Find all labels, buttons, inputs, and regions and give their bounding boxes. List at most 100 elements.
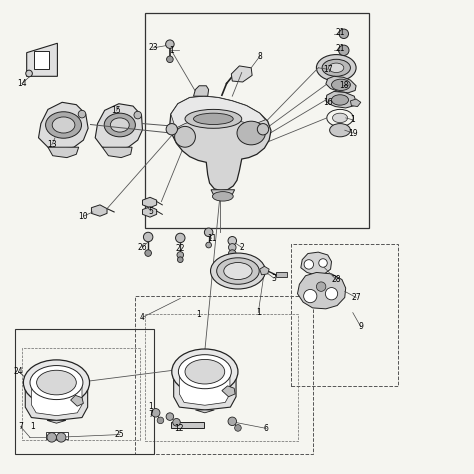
Polygon shape [143,197,156,208]
Circle shape [145,250,152,256]
Circle shape [47,433,56,442]
Text: 1: 1 [149,401,154,410]
Polygon shape [231,66,252,82]
Circle shape [317,282,326,292]
Text: 23: 23 [148,44,158,53]
Circle shape [228,237,237,245]
Text: 25: 25 [115,430,125,439]
Text: 11: 11 [207,234,216,243]
Text: 28: 28 [331,275,341,284]
Circle shape [257,124,269,135]
Polygon shape [195,410,214,413]
Circle shape [56,433,66,442]
Polygon shape [260,266,269,275]
Circle shape [177,257,183,263]
Circle shape [228,250,236,257]
Ellipse shape [30,365,83,400]
Text: 3: 3 [272,273,276,283]
Text: 14: 14 [17,79,27,88]
Text: 8: 8 [257,52,262,61]
Circle shape [177,252,183,258]
Circle shape [325,288,337,300]
Polygon shape [25,381,88,420]
Ellipse shape [317,55,356,81]
Text: 15: 15 [112,106,121,115]
Ellipse shape [174,127,195,147]
Bar [145,314,299,441]
Ellipse shape [172,349,238,394]
Circle shape [204,228,213,237]
Circle shape [144,232,153,242]
Ellipse shape [210,253,265,289]
Polygon shape [71,395,83,406]
Polygon shape [143,207,156,217]
Bar [22,348,140,440]
Ellipse shape [331,79,350,91]
Ellipse shape [332,113,347,123]
Polygon shape [102,147,132,157]
Circle shape [134,111,142,119]
Polygon shape [47,420,66,423]
Circle shape [26,70,32,77]
Circle shape [157,417,164,424]
Text: 27: 27 [351,293,361,302]
Polygon shape [91,205,107,216]
Circle shape [235,425,241,431]
Ellipse shape [331,95,348,105]
Ellipse shape [322,59,350,76]
Text: 1: 1 [169,46,174,55]
Bar [15,329,155,455]
Bar [171,422,204,428]
Text: 7: 7 [148,410,154,419]
Text: 21: 21 [335,45,345,54]
Ellipse shape [217,258,259,284]
Circle shape [173,419,180,426]
Circle shape [78,110,86,118]
Ellipse shape [110,118,129,132]
Circle shape [152,409,160,417]
Polygon shape [48,147,79,157]
Bar [276,273,287,277]
Text: 7: 7 [18,422,23,431]
Text: 1: 1 [256,308,261,317]
Circle shape [304,260,314,269]
Ellipse shape [224,263,252,280]
Text: 1: 1 [30,422,35,431]
Bar [292,244,398,386]
Polygon shape [38,102,88,150]
Text: 12: 12 [174,424,184,433]
Circle shape [339,29,348,38]
Circle shape [166,413,173,420]
Circle shape [228,417,237,426]
Text: 4: 4 [140,313,145,322]
Polygon shape [173,370,236,410]
Ellipse shape [185,359,225,384]
Circle shape [338,45,349,55]
Text: 1: 1 [196,310,201,319]
Polygon shape [298,273,346,309]
Ellipse shape [36,370,76,395]
Ellipse shape [46,112,82,138]
Circle shape [304,290,317,303]
Text: 24: 24 [14,367,24,376]
Polygon shape [350,99,361,107]
Text: 10: 10 [79,212,88,221]
Text: 9: 9 [358,322,363,331]
Circle shape [166,124,177,135]
Text: 21: 21 [335,28,345,37]
Polygon shape [170,96,271,191]
Text: 16: 16 [323,98,333,107]
Polygon shape [222,386,235,397]
Text: 1: 1 [350,115,355,124]
Text: 2: 2 [239,243,244,252]
Ellipse shape [23,360,90,405]
Circle shape [319,259,327,267]
Bar [34,51,49,69]
Polygon shape [326,76,356,93]
Circle shape [206,242,211,248]
Polygon shape [326,91,356,108]
Circle shape [175,233,185,243]
Circle shape [166,56,173,63]
Text: 6: 6 [264,424,269,433]
Polygon shape [211,190,235,196]
